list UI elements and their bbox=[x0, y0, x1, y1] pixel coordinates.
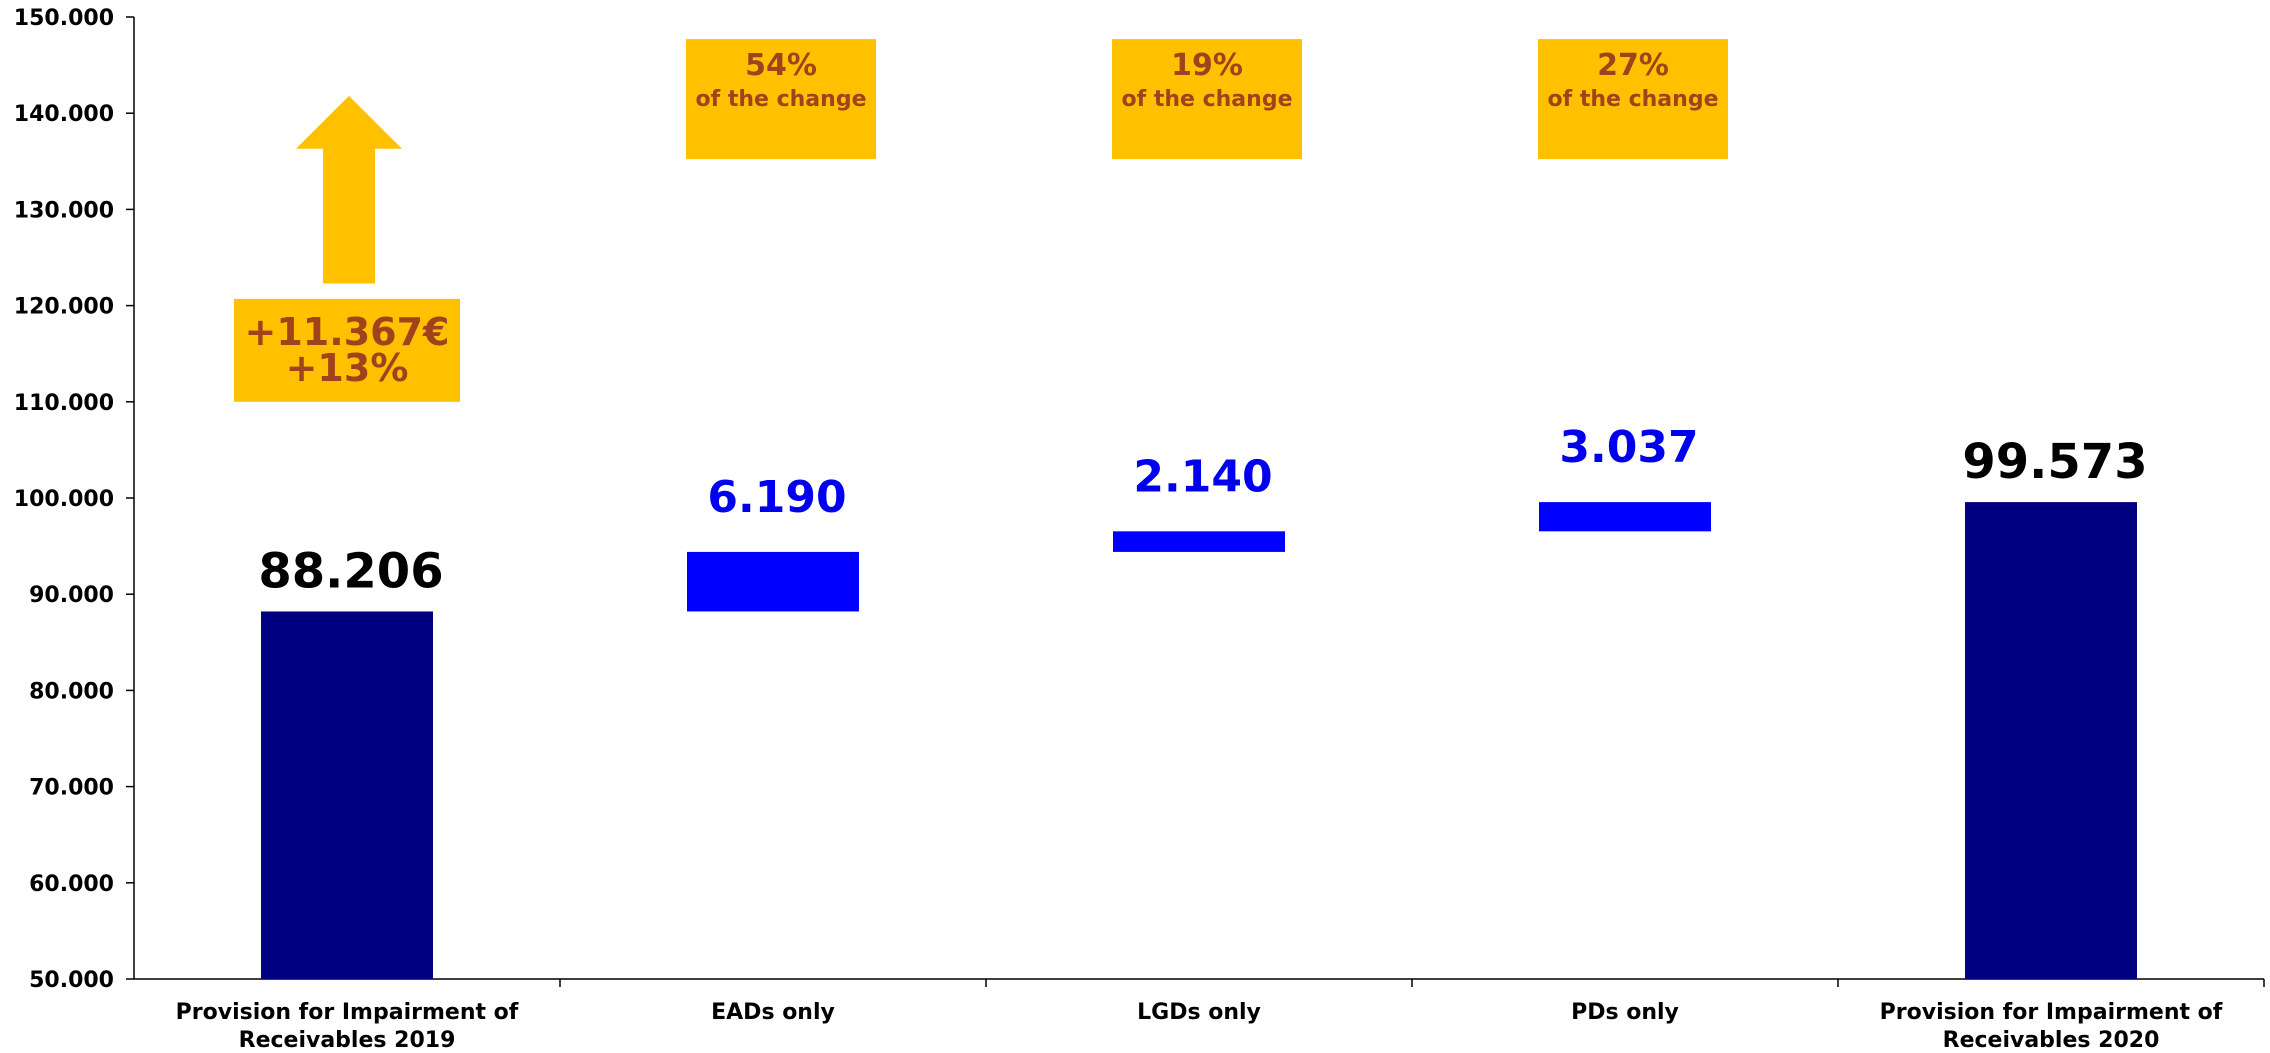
y-tick-label: 80.000 bbox=[29, 679, 114, 704]
x-category-label-line: Provision for Impairment of bbox=[1880, 1000, 2223, 1025]
x-category-label-line: LGDs only bbox=[1137, 1000, 1261, 1025]
x-axis: Provision for Impairment of Receivables 2… bbox=[134, 978, 2265, 1053]
y-tick-label: 150.000 bbox=[14, 6, 114, 31]
x-category-label: Provision for Impairment of Receivables 2… bbox=[176, 1000, 519, 1053]
share-box: 54% of the change bbox=[686, 39, 876, 160]
x-category-label: Provision for Impairment of Receivables 2… bbox=[1880, 1000, 2223, 1053]
delta-bar bbox=[1539, 502, 1711, 532]
y-tick-label: 70.000 bbox=[29, 776, 114, 801]
x-category-label-line: Receivables 2020 bbox=[1943, 1028, 2160, 1053]
share-box-bg bbox=[1538, 39, 1728, 160]
x-category-label-line: EADs only bbox=[711, 1000, 835, 1025]
y-tick-label: 100.000 bbox=[14, 487, 114, 512]
x-category-label-line: Receivables 2019 bbox=[239, 1028, 456, 1053]
share-box-bg bbox=[686, 39, 876, 160]
total-change-pct: +13% bbox=[286, 346, 409, 390]
y-tick-label: 110.000 bbox=[14, 391, 114, 416]
up-arrow-icon bbox=[296, 95, 402, 284]
share-box-pct: 19% bbox=[1171, 48, 1243, 83]
total-change-box bbox=[234, 298, 460, 402]
share-box-pct: 54% bbox=[745, 48, 817, 83]
bar-labels: 88.206 6.190 2.140 3.037 99.573 bbox=[258, 422, 2147, 599]
bars bbox=[261, 502, 2137, 979]
total-change-amount: +11.367€ bbox=[245, 310, 450, 354]
bar-value-label: 6.190 bbox=[707, 472, 846, 523]
share-box: 27% of the change bbox=[1538, 39, 1728, 160]
x-category-label: PDs only bbox=[1571, 1000, 1679, 1025]
y-tick-label: 120.000 bbox=[14, 295, 114, 320]
total-bar bbox=[261, 611, 433, 979]
bar-value-label: 88.206 bbox=[258, 543, 443, 599]
total-change-callout: +11.367€+13% bbox=[234, 95, 460, 402]
y-axis: 50.000 60.000 70.000 80.000 90.000 100.000 110… bbox=[14, 6, 135, 993]
y-tick-label: 90.000 bbox=[29, 583, 114, 608]
total-bar bbox=[1965, 502, 2137, 979]
share-box-pct: 27% bbox=[1597, 48, 1669, 83]
share-box-text: of the change bbox=[1548, 87, 1719, 112]
delta-bar bbox=[687, 551, 859, 612]
share-box: 19% of the change bbox=[1112, 39, 1302, 160]
bar-value-label: 99.573 bbox=[1962, 434, 2147, 490]
y-tick-label: 50.000 bbox=[29, 968, 114, 993]
share-box-text: of the change bbox=[696, 87, 867, 112]
x-category-label: LGDs only bbox=[1137, 1000, 1261, 1025]
bar-value-label: 3.037 bbox=[1559, 422, 1698, 473]
y-tick-label: 60.000 bbox=[29, 872, 114, 897]
x-category-label: EADs only bbox=[711, 1000, 835, 1025]
share-boxes: 54% of the change 19% of the change 27% of th… bbox=[686, 39, 1728, 160]
x-category-label-line: PDs only bbox=[1571, 1000, 1679, 1025]
y-tick-label: 130.000 bbox=[14, 198, 114, 223]
share-box-bg bbox=[1112, 39, 1302, 160]
delta-bar bbox=[1113, 531, 1285, 552]
share-box-text: of the change bbox=[1122, 87, 1293, 112]
x-category-label-line: Provision for Impairment of bbox=[176, 1000, 519, 1025]
y-tick-label: 140.000 bbox=[14, 102, 114, 127]
bar-value-label: 2.140 bbox=[1133, 451, 1272, 502]
